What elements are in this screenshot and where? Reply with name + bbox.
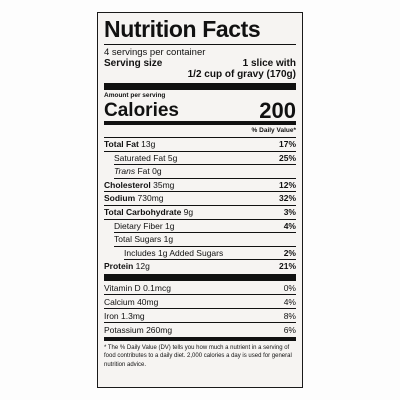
nutrient: Dietary Fiber 1g — [114, 220, 175, 233]
daily-value: 12% — [278, 179, 296, 190]
daily-value: 2% — [283, 247, 296, 258]
vitamin: Calcium 40mg — [104, 295, 158, 308]
nutrient-row: Total Fat 13g 17% — [104, 138, 296, 152]
rule — [104, 336, 296, 341]
nutrient-row: Protein 12g 21% — [104, 260, 296, 274]
nutrient-amount: 1g — [165, 220, 175, 231]
serving-size-value: 1 slice with — [242, 58, 296, 69]
daily-value: 17% — [278, 139, 296, 149]
vitamin-rows: Vitamin D 0.1mcg 0% Calcium 40mg 4% Iron 1.3… — [104, 281, 296, 337]
vitamin-row: Calcium 40mg 4% — [104, 295, 296, 309]
nutrient: Trans Fat 0g — [114, 165, 162, 178]
nutrient-rows: Total Fat 13g 17% Saturated Fat 5g 25% Trans… — [104, 138, 296, 274]
nutrient-row: Total Sugars 1g — [114, 233, 296, 247]
vitamin: Iron 1.3mg — [104, 309, 145, 322]
calories-value: 200 — [259, 98, 296, 123]
vitamin-amount: 40mg — [137, 296, 159, 307]
nutrient: Sodium 730mg — [104, 192, 164, 205]
nutrient-name: Protein — [104, 261, 134, 272]
vitamin-amount: 1.3mg — [121, 310, 145, 321]
nutrient-amount: 0g — [152, 166, 162, 177]
nutrient-name: Sodium — [104, 193, 136, 204]
nutrient-amount: 35mg — [153, 179, 175, 190]
nutrient-name-italic: Trans — [114, 166, 136, 177]
nutrient-row: Trans Fat 0g — [114, 165, 296, 179]
vitamin-row: Potassium 260mg 6% — [104, 323, 296, 337]
nutrient-amount: 9g — [183, 206, 194, 217]
daily-value: 3% — [283, 206, 296, 217]
serving-size: Serving size 1 slice with — [104, 58, 296, 69]
serving-size-label: Serving size — [104, 58, 163, 69]
calories: Calories 200 — [104, 98, 296, 123]
calories-label: Calories — [104, 100, 179, 121]
nutrient-name: Includes 1g Added Sugars — [124, 247, 224, 258]
servings: 4 servings per container — [104, 47, 206, 58]
nutrient: Total Carbohydrate 9g — [104, 206, 193, 219]
vitamin-row: Vitamin D 0.1mcg 0% — [104, 281, 296, 295]
title: Nutrition Facts — [104, 16, 296, 45]
nutrient: Saturated Fat 5g — [114, 152, 177, 165]
nutrient-row: Total Carbohydrate 9g 3% — [104, 206, 296, 220]
amount-per-serving: Amount per serving — [104, 92, 166, 99]
rule — [104, 83, 296, 90]
nutrient-name: Saturated Fat — [114, 152, 166, 163]
vitamin-name: Iron — [104, 310, 119, 321]
footnote: * The % Daily Value (DV) tells you how m… — [104, 344, 292, 368]
rule — [104, 273, 296, 281]
nutrient-amount: 13g — [141, 139, 156, 149]
daily-value: 4% — [283, 220, 296, 231]
nutrient: Cholesterol 35mg — [104, 179, 174, 192]
nutrition-label: Nutrition Facts 4 servings per container… — [97, 12, 303, 388]
nutrient-amount: 5g — [167, 152, 178, 163]
nutrient-row: Dietary Fiber 1g 4% — [114, 220, 296, 234]
vitamin: Vitamin D 0.1mcg — [104, 281, 171, 294]
daily-value: 25% — [278, 152, 296, 163]
nutrient: Total Sugars 1g — [114, 233, 173, 246]
dv-header: % Daily Value* — [104, 125, 296, 138]
nutrient-name: Fat — [137, 166, 150, 177]
vitamin-amount: 260mg — [146, 324, 173, 335]
nutrient: Protein 12g — [104, 260, 150, 274]
daily-value: 21% — [278, 261, 296, 272]
nutrient-name: Cholesterol — [104, 179, 151, 190]
daily-value: 0% — [283, 282, 296, 293]
daily-value: 32% — [278, 193, 296, 204]
nutrient-amount: 730mg — [137, 193, 164, 204]
nutrient-row: Cholesterol 35mg 12% — [104, 179, 296, 193]
nutrient-name: Dietary Fiber — [114, 220, 163, 231]
nutrient-name: Total Sugars — [114, 234, 162, 245]
nutrient-amount: 12g — [135, 261, 150, 272]
nutrient-amount: 1g — [163, 234, 174, 245]
daily-value: 8% — [283, 310, 296, 321]
nutrient: Total Fat 13g — [104, 138, 155, 151]
nutrient-row: Sodium 730mg 32% — [104, 192, 296, 206]
nutrient-name: Total Fat — [104, 139, 139, 149]
vitamin-name: Potassium — [104, 324, 144, 335]
nutrient-name: Total Carbohydrate — [104, 206, 182, 217]
rule — [104, 121, 296, 125]
vitamin-amount: 0.1mcg — [143, 282, 171, 293]
serving-size-value: 1/2 cup of gravy (170g) — [187, 69, 296, 80]
vitamin-row: Iron 1.3mg 8% — [104, 309, 296, 323]
nutrient-row: Saturated Fat 5g 25% — [114, 152, 296, 166]
vitamin: Potassium 260mg — [104, 323, 172, 337]
daily-value: 4% — [283, 296, 296, 307]
vitamin-name: Vitamin D — [104, 282, 141, 293]
vitamin-name: Calcium — [104, 296, 135, 307]
daily-value: 6% — [283, 324, 296, 335]
nutrient-row: Includes 1g Added Sugars 2% — [124, 247, 296, 261]
nutrient: Includes 1g Added Sugars — [124, 247, 223, 260]
